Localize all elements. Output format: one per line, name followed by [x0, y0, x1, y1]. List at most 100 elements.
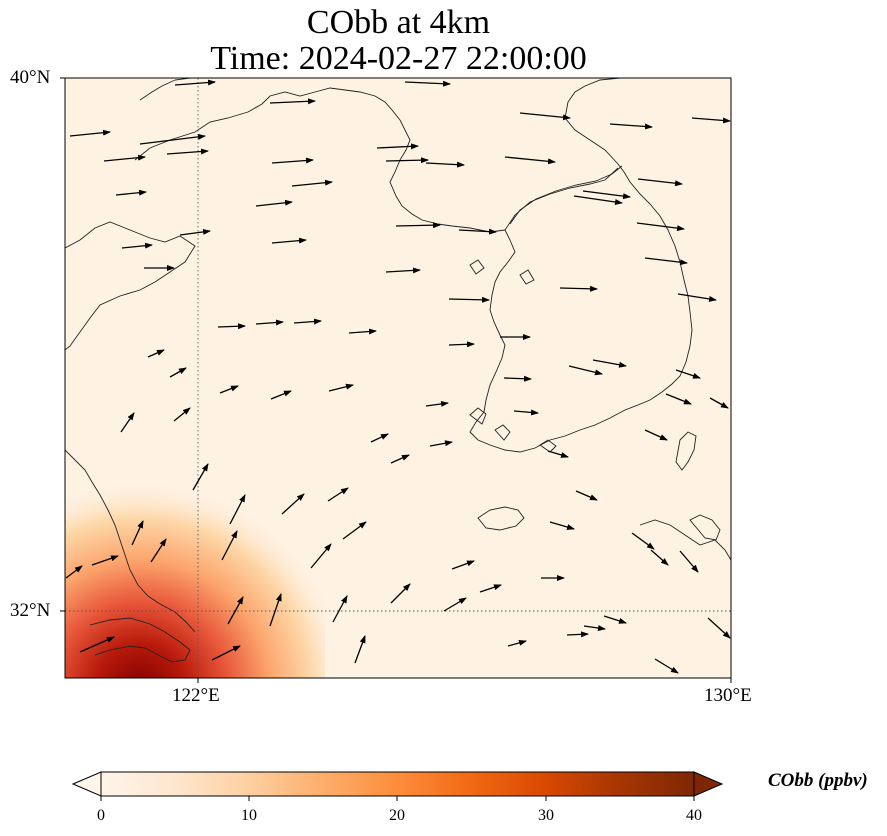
wind-vector [376, 143, 419, 150]
map-frame [64, 77, 732, 679]
wind-vector [451, 560, 475, 570]
coastlines [65, 78, 731, 663]
wind-vector [637, 178, 683, 187]
wind-vector [458, 228, 497, 235]
colorbar-tick-30: 30 [538, 807, 554, 824]
wind-vector [131, 520, 144, 546]
wind-vector [332, 595, 348, 623]
kyushu-coast [639, 519, 731, 561]
korea-east-coast [617, 163, 693, 401]
wind-vector [609, 123, 653, 130]
yangtze-estuary [89, 617, 191, 663]
liaodong-coast [134, 87, 506, 233]
bohai-inner-coast [139, 78, 191, 101]
wind-vector [115, 189, 147, 196]
wind-vector [150, 538, 167, 563]
wind-vector [229, 494, 246, 525]
kyushu-islands [689, 514, 721, 541]
colorbar-tick-10: 10 [241, 807, 257, 824]
wind-vector [507, 639, 527, 647]
wind-vector [65, 565, 83, 579]
gridlines [65, 78, 731, 678]
wind-vector [91, 555, 119, 566]
wind-vector [644, 257, 688, 266]
wind-vector [644, 429, 668, 441]
wind-vector [513, 409, 539, 416]
wind-vector [575, 490, 598, 501]
wind-vector [255, 319, 284, 326]
wind-vector [448, 296, 490, 303]
wind-vector [707, 617, 731, 639]
wind-vector [166, 148, 209, 155]
jeju-island [477, 506, 525, 531]
colorbar-extend-min [71, 771, 102, 797]
wind-vector [504, 156, 556, 165]
wind-vector [549, 521, 575, 530]
wind-vector [385, 157, 429, 164]
wind-vector [173, 407, 191, 422]
wind-vector [139, 133, 206, 145]
wind-vector [121, 242, 153, 249]
wind-vector [429, 440, 453, 447]
wind-vector [293, 318, 322, 325]
china-north-coast [65, 221, 196, 351]
wind-vector [219, 385, 239, 394]
wind-vector [679, 550, 699, 573]
wind-vector [120, 412, 135, 433]
wind-vector [342, 521, 367, 540]
wind-vector [179, 228, 211, 236]
colorbar-tick-40: 40 [686, 807, 702, 824]
lon-tick-130: 130°E [704, 685, 752, 706]
wind-vector [519, 112, 571, 121]
korea-dmz-border-2 [509, 165, 623, 225]
wind-vector [227, 596, 244, 625]
wind-vector [559, 285, 598, 292]
china-central-coast [65, 449, 196, 633]
colorbar-body [100, 771, 695, 797]
wind-vector [348, 328, 377, 335]
wind-vector [603, 615, 627, 624]
wind-vector [390, 583, 411, 604]
wind-vector [69, 129, 111, 137]
wind-vector [583, 625, 606, 631]
wind-vector [503, 375, 532, 382]
wind-vector [385, 267, 421, 274]
wind-vector [547, 450, 569, 458]
wind-vector [270, 390, 292, 400]
wind-vector [479, 584, 502, 593]
north-korea-north [564, 78, 621, 165]
wind-vector [147, 349, 165, 358]
wind-vector [448, 341, 475, 348]
wind-vector [636, 222, 685, 232]
wind-vector [269, 593, 282, 627]
wind-vector [709, 397, 729, 409]
wind-vector [354, 635, 366, 664]
wind-vector [425, 161, 465, 168]
wind-vector [677, 293, 717, 302]
wind-vector [568, 365, 603, 376]
wind-vector [592, 359, 627, 368]
wind-vector [395, 222, 441, 229]
wind-vector [631, 532, 655, 550]
map-subtitle-time: Time: 2024-02-27 22:00:00 [210, 40, 587, 77]
lat-tick-32: 32°N [10, 600, 51, 621]
colorbar-tick-0: 0 [97, 807, 105, 824]
korea-south-islands [469, 259, 557, 453]
colorbar-label: CObb (ppbv) [768, 770, 868, 791]
wind-vector [211, 645, 241, 661]
wind-vector [103, 154, 146, 162]
wind-vector [404, 80, 451, 87]
map-title: CObb at 4km [306, 4, 491, 41]
wind-vector [573, 195, 623, 205]
lon-tick-122: 122°E [172, 685, 220, 706]
wind-vector [654, 658, 679, 674]
wind-vector [675, 369, 701, 379]
wind-vector [174, 79, 216, 86]
wind-vector [425, 400, 449, 407]
colorbar-tick-20: 20 [389, 807, 405, 824]
wind-vector [328, 383, 354, 392]
wind-vector [255, 199, 293, 207]
wind-vector [271, 237, 307, 244]
wind-vector [79, 636, 115, 653]
